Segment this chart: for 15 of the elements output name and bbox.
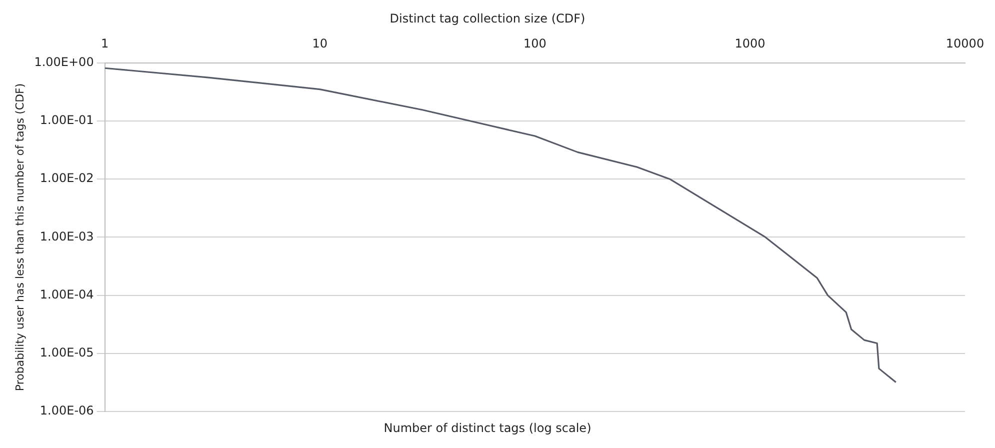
x-tick-label: 10000 bbox=[946, 36, 984, 51]
x-tick-label: 10 bbox=[312, 36, 328, 51]
x-tick-label: 1 bbox=[101, 36, 109, 51]
x-tick-label: 100 bbox=[523, 36, 546, 51]
y-axis-title: Probability user has less than this number of tags (CDF) bbox=[13, 83, 26, 392]
y-tick-label: 1.00E-04 bbox=[40, 287, 94, 302]
y-tick-label: 1.00E-02 bbox=[40, 171, 94, 186]
chart-title: Distinct tag collection size (CDF) bbox=[390, 11, 586, 26]
y-tick-label: 1.00E-03 bbox=[40, 229, 94, 244]
y-tick-label: 1.00E-06 bbox=[40, 404, 94, 418]
y-tick-label: 1.00E+00 bbox=[34, 54, 94, 69]
x-tick-label: 1000 bbox=[734, 36, 766, 51]
y-tick-label: 1.00E-05 bbox=[40, 346, 94, 360]
x-axis-title: Number of distinct tags (log scale) bbox=[384, 420, 592, 435]
y-tick-label: 1.00E-01 bbox=[40, 113, 94, 128]
